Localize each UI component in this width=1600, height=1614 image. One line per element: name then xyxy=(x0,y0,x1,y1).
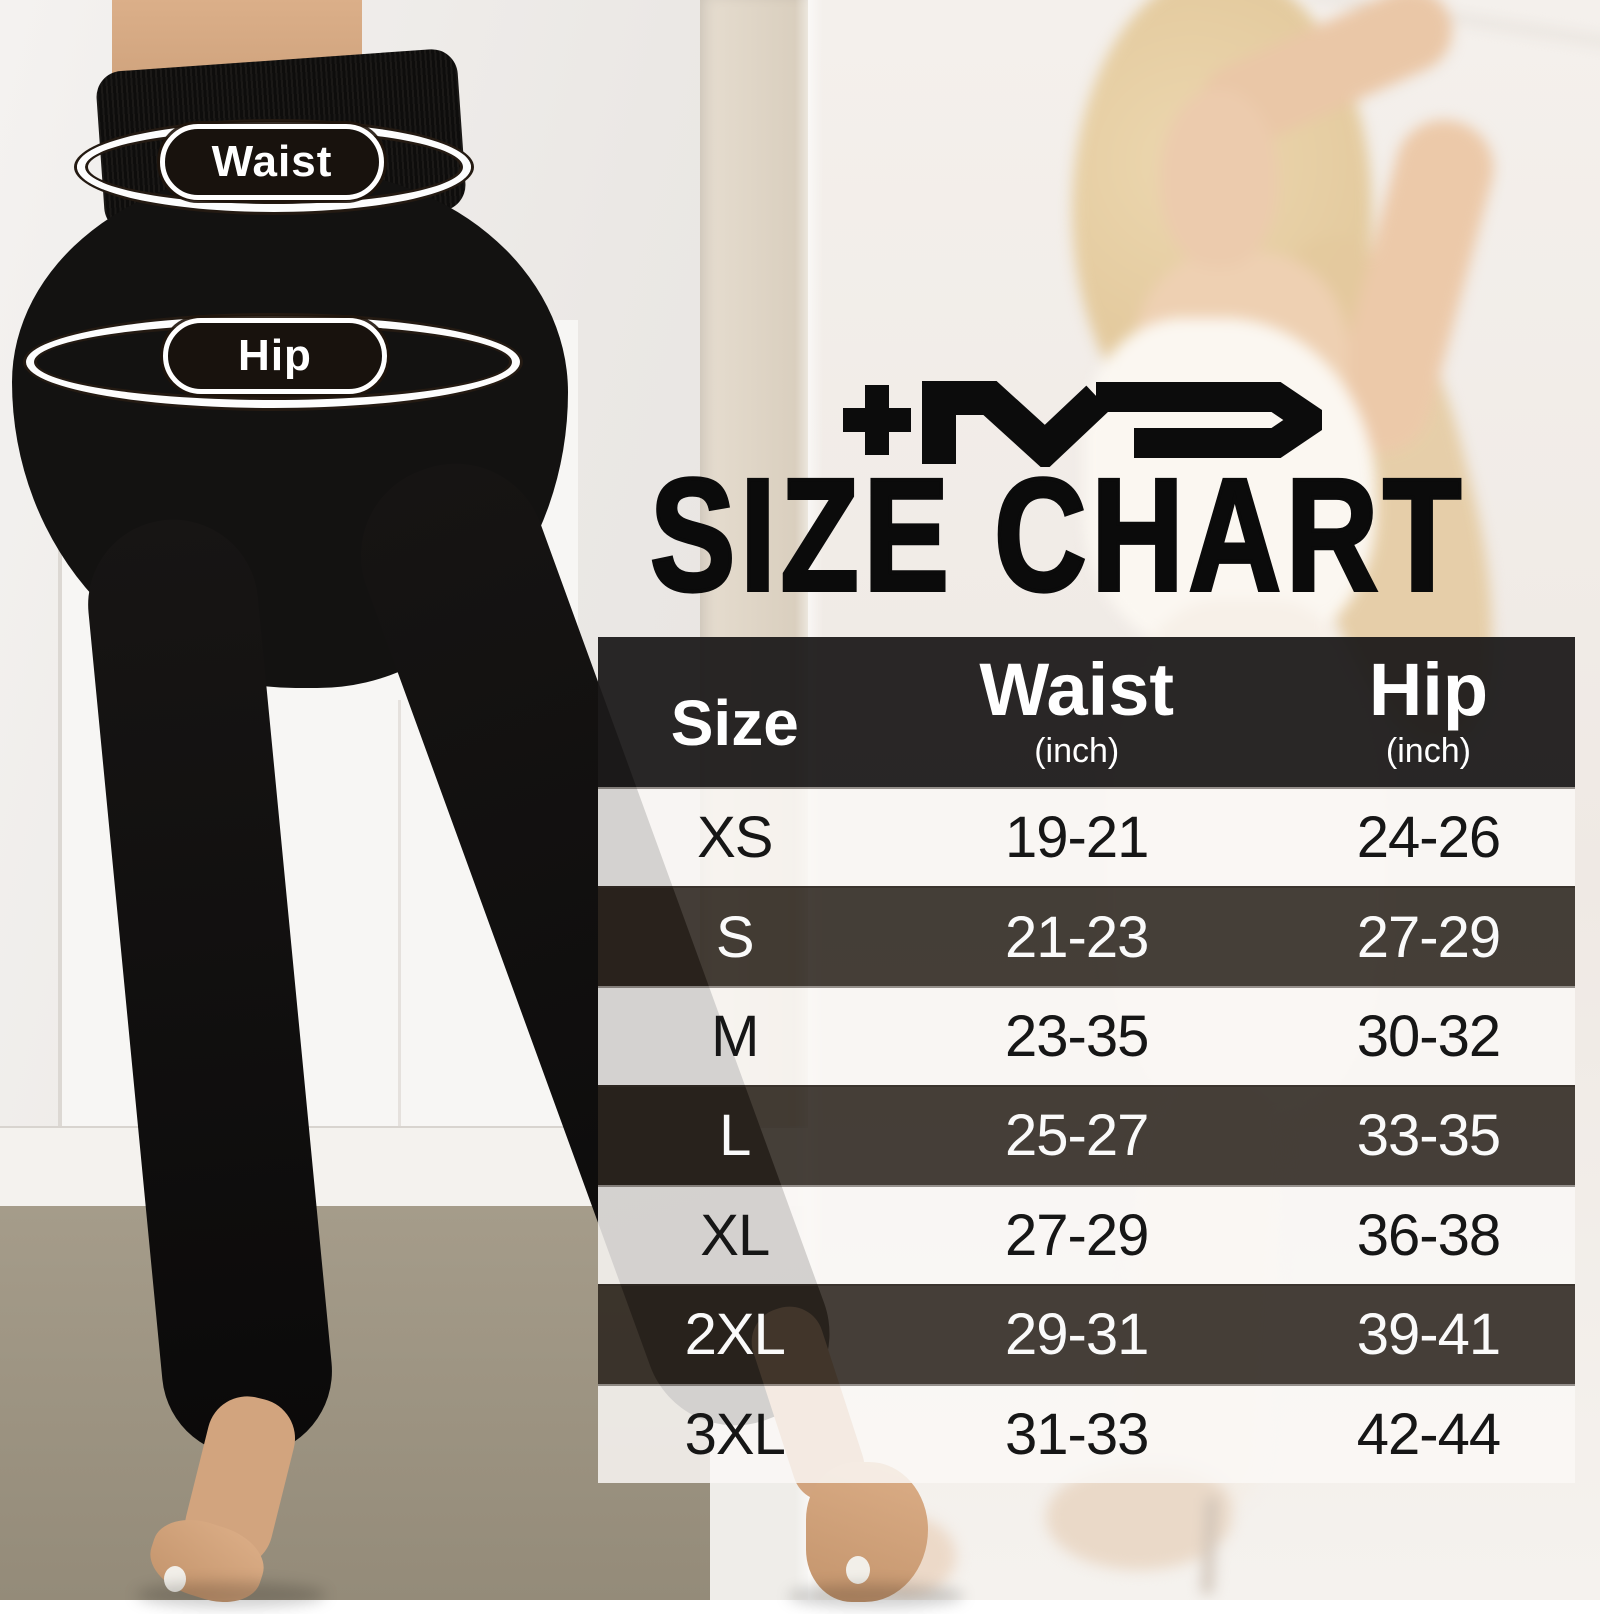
waist-cell: 31-33 xyxy=(1005,1401,1149,1467)
cream-bra-top xyxy=(1084,318,1376,654)
size-cell: XL xyxy=(700,1202,770,1268)
waist-label: Waist xyxy=(211,137,333,186)
door-frame-line xyxy=(398,700,401,1128)
size-chart-table: Size Waist (inch) Hip (inch) XS 19-21 24… xyxy=(598,637,1575,1483)
size-cell: M xyxy=(711,1004,759,1070)
header-size-col: Size xyxy=(598,637,872,787)
header-hip-label: Hip xyxy=(1368,648,1489,731)
header-hip-col: Hip (inch) xyxy=(1282,637,1575,787)
hip-cell: 33-35 xyxy=(1356,1103,1501,1169)
door-frame-line xyxy=(58,320,62,1128)
header-waist-unit: (inch) xyxy=(1034,732,1120,770)
table-row: XL 27-29 36-38 xyxy=(598,1184,1575,1285)
size-cell: S xyxy=(715,904,755,970)
header-hip-unit: (inch) xyxy=(1385,732,1471,770)
hip-cell: 24-26 xyxy=(1356,805,1501,871)
waist-cell: 27-29 xyxy=(1005,1202,1149,1268)
logo-d-stroke xyxy=(1096,382,1322,458)
table-row: L 25-27 33-35 xyxy=(598,1085,1575,1185)
waist-cell: 29-31 xyxy=(1005,1302,1149,1368)
logo-m-stroke xyxy=(922,381,1110,467)
hip-label-pill: Hip xyxy=(163,318,387,394)
table-row: S 21-23 27-29 xyxy=(598,886,1575,986)
size-cell: 2XL xyxy=(684,1302,786,1368)
hip-cell: 30-32 xyxy=(1356,1004,1501,1070)
door-panel xyxy=(58,320,578,1130)
hip-cell: 36-38 xyxy=(1356,1202,1501,1268)
size-cell: L xyxy=(719,1103,751,1169)
second-foot xyxy=(856,1516,956,1596)
header-waist-label: Waist xyxy=(979,648,1175,731)
md-logo-icon xyxy=(843,381,1322,467)
clear-heel-shoe xyxy=(1046,1466,1232,1570)
waist-cell: 23-35 xyxy=(1005,1004,1149,1070)
table-header-row: Size Waist (inch) Hip (inch) xyxy=(598,637,1575,787)
waist-label-pill: Waist xyxy=(160,124,384,200)
table-row: 2XL 29-31 39-41 xyxy=(598,1284,1575,1384)
header-waist-col: Waist (inch) xyxy=(872,637,1282,787)
header-size-label: Size xyxy=(670,687,799,759)
waist-cell: 19-21 xyxy=(1005,805,1149,871)
page-title: SIZE CHART xyxy=(648,445,1466,624)
size-cell: XS xyxy=(697,805,773,871)
waist-cell: 21-23 xyxy=(1005,904,1149,970)
model-face xyxy=(1160,88,1278,268)
table-row: 3XL 31-33 42-44 xyxy=(598,1383,1575,1483)
table-row: XS 19-21 24-26 xyxy=(598,787,1575,887)
plus-icon-vbar xyxy=(865,385,889,455)
table-row: M 23-35 30-32 xyxy=(598,985,1575,1086)
hip-cell: 27-29 xyxy=(1356,904,1501,970)
hip-label: Hip xyxy=(238,331,312,380)
hip-cell: 42-44 xyxy=(1356,1401,1501,1467)
waist-cell: 25-27 xyxy=(1005,1103,1149,1169)
hip-cell: 39-41 xyxy=(1356,1302,1501,1368)
size-cell: 3XL xyxy=(684,1401,786,1467)
